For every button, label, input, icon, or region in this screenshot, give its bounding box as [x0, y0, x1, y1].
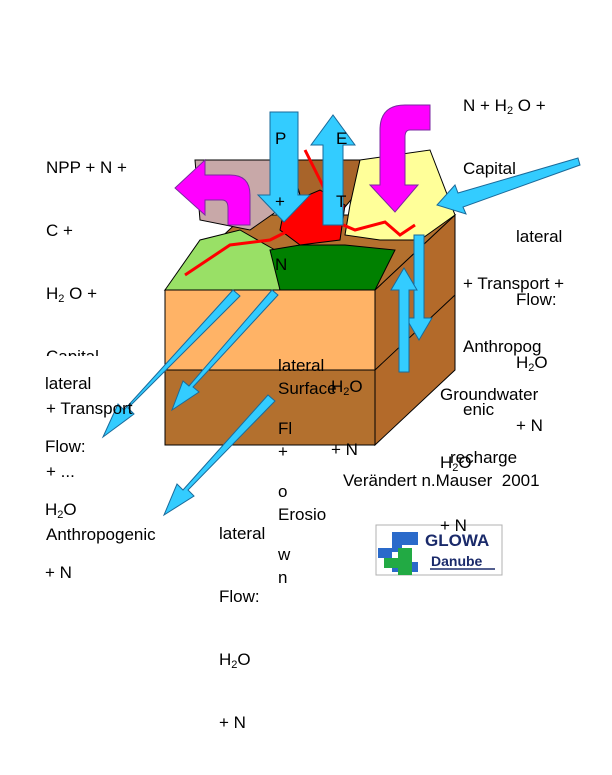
surface-line1: Surface: [278, 379, 337, 398]
lateral-center-line3: o: [278, 482, 288, 501]
label-groundwater: Groundwater recharge: [440, 342, 538, 510]
soil-block-illustration: GLOWA Danube: [101, 104, 581, 576]
groundwater-arrow-up: [390, 267, 418, 373]
logo-danube-text: Danube: [431, 553, 483, 569]
magenta-arrows: [174, 104, 431, 226]
label-bottom-lateral: lateral Flow: H2O + N: [219, 481, 265, 775]
label-lateral-right: lateral Flow: H2O + N: [516, 184, 562, 478]
label-lateral-left: lateral Flow: H2O + N: [45, 331, 91, 625]
dark-green-patch: [269, 244, 396, 291]
plus-sign: +: [275, 192, 285, 211]
lateral-center-line2: Fl: [278, 419, 293, 438]
light-green-patch: [164, 229, 281, 291]
front-lower-layer: [164, 369, 376, 446]
top-right-line3: + Transport +: [463, 274, 565, 293]
groundwater-line2: recharge: [450, 448, 518, 467]
logo-glowa-text: GLOWA: [425, 531, 489, 550]
label-credit: Verändert n.Mauser 2001: [343, 471, 540, 490]
lateral-center-line1: lateral: [278, 356, 325, 375]
top-left-line7: Anthropogenic: [46, 525, 156, 544]
surface-line4: n: [278, 568, 288, 587]
lateral-left-line4: + N: [45, 563, 72, 582]
top-left-line3: H2 O +: [46, 284, 98, 305]
top-left-line4: Capital: [46, 346, 156, 356]
bottom-lateral-line2: Flow:: [219, 587, 260, 606]
top-right-line4: Anthropog: [463, 337, 542, 356]
lateral-left-line1: lateral: [45, 374, 92, 393]
p-n-input-arrow: [256, 111, 312, 223]
diagram-canvas: GLOWA Danube N + H2 O + Capital + Transp…: [45, 53, 581, 732]
lateral-right-line1: lateral: [516, 227, 563, 246]
magenta-arrow-left: [174, 158, 251, 226]
surface-line3: Erosio: [278, 505, 327, 524]
lateral-left-line2: Flow:: [45, 437, 86, 456]
right-h2o-line1: H2O: [440, 453, 472, 474]
bottom-lateral-line3: H2O: [219, 650, 251, 671]
groundwater-arrow-down: [405, 234, 433, 341]
label-p-plus-n: P + N: [275, 86, 294, 317]
center-h2o-line1: H2O: [331, 377, 363, 398]
bottom-lateral-line1: lateral: [219, 524, 266, 543]
lateral-center-line4: w: [278, 545, 291, 564]
magenta-arrow-right: [368, 104, 431, 213]
right-h2o-line2: + N: [440, 516, 467, 535]
lateral-left-line3: H2O: [45, 500, 77, 521]
top-left-line1: NPP + N +: [46, 158, 127, 177]
label-lateral-center: lateral Fl o w: [278, 313, 324, 607]
label-top-right: N + H2 O + Capital + Transport + Anthrop…: [463, 53, 564, 462]
center-h2o-line2: + N: [331, 440, 358, 459]
top-right-line2: Capital: [463, 159, 516, 178]
label-center-h2o-n: H2O + N: [331, 334, 363, 502]
top-right-line1: N + H2 O +: [463, 96, 546, 117]
top-right-line5: enic: [463, 400, 495, 419]
lateral-in-arrow-right: [436, 157, 581, 215]
top-left-line2: C +: [46, 221, 73, 240]
cyan-arrows: [101, 111, 581, 517]
surface-line2: +: [278, 442, 288, 461]
top-left-line5: + Transport: [46, 399, 133, 418]
n-letter: N: [275, 255, 288, 274]
lateral-out-arrow-bottom: [162, 394, 276, 517]
bottom-lateral-line4: + N: [219, 713, 246, 732]
e-letter: E: [336, 129, 348, 148]
label-surface-erosion: Surface + Erosio n: [278, 336, 337, 630]
lateral-right-line3: H2O: [516, 353, 548, 374]
p-letter: P: [275, 129, 287, 148]
lateral-out-arrow-left: [101, 289, 241, 439]
red-river-line: [184, 213, 416, 277]
label-e-t: E T: [336, 86, 355, 254]
t-letter: T: [336, 192, 347, 211]
top-left-line6: + ...: [46, 462, 75, 481]
lateral-right-line2: Flow:: [516, 290, 557, 309]
label-top-left: NPP + N + C + H2 O + Capital + Transport…: [46, 115, 156, 587]
label-right-h2o-n: H2O + N: [440, 410, 472, 578]
lateral-out-arrow-center: [170, 289, 279, 412]
lateral-right-line4: + N: [516, 416, 543, 435]
groundwater-line1: Groundwater: [440, 385, 539, 404]
glowa-danube-logo: GLOWA Danube: [375, 524, 503, 576]
logo-green-shape: [384, 548, 412, 575]
et-output-arrow: [310, 114, 356, 226]
